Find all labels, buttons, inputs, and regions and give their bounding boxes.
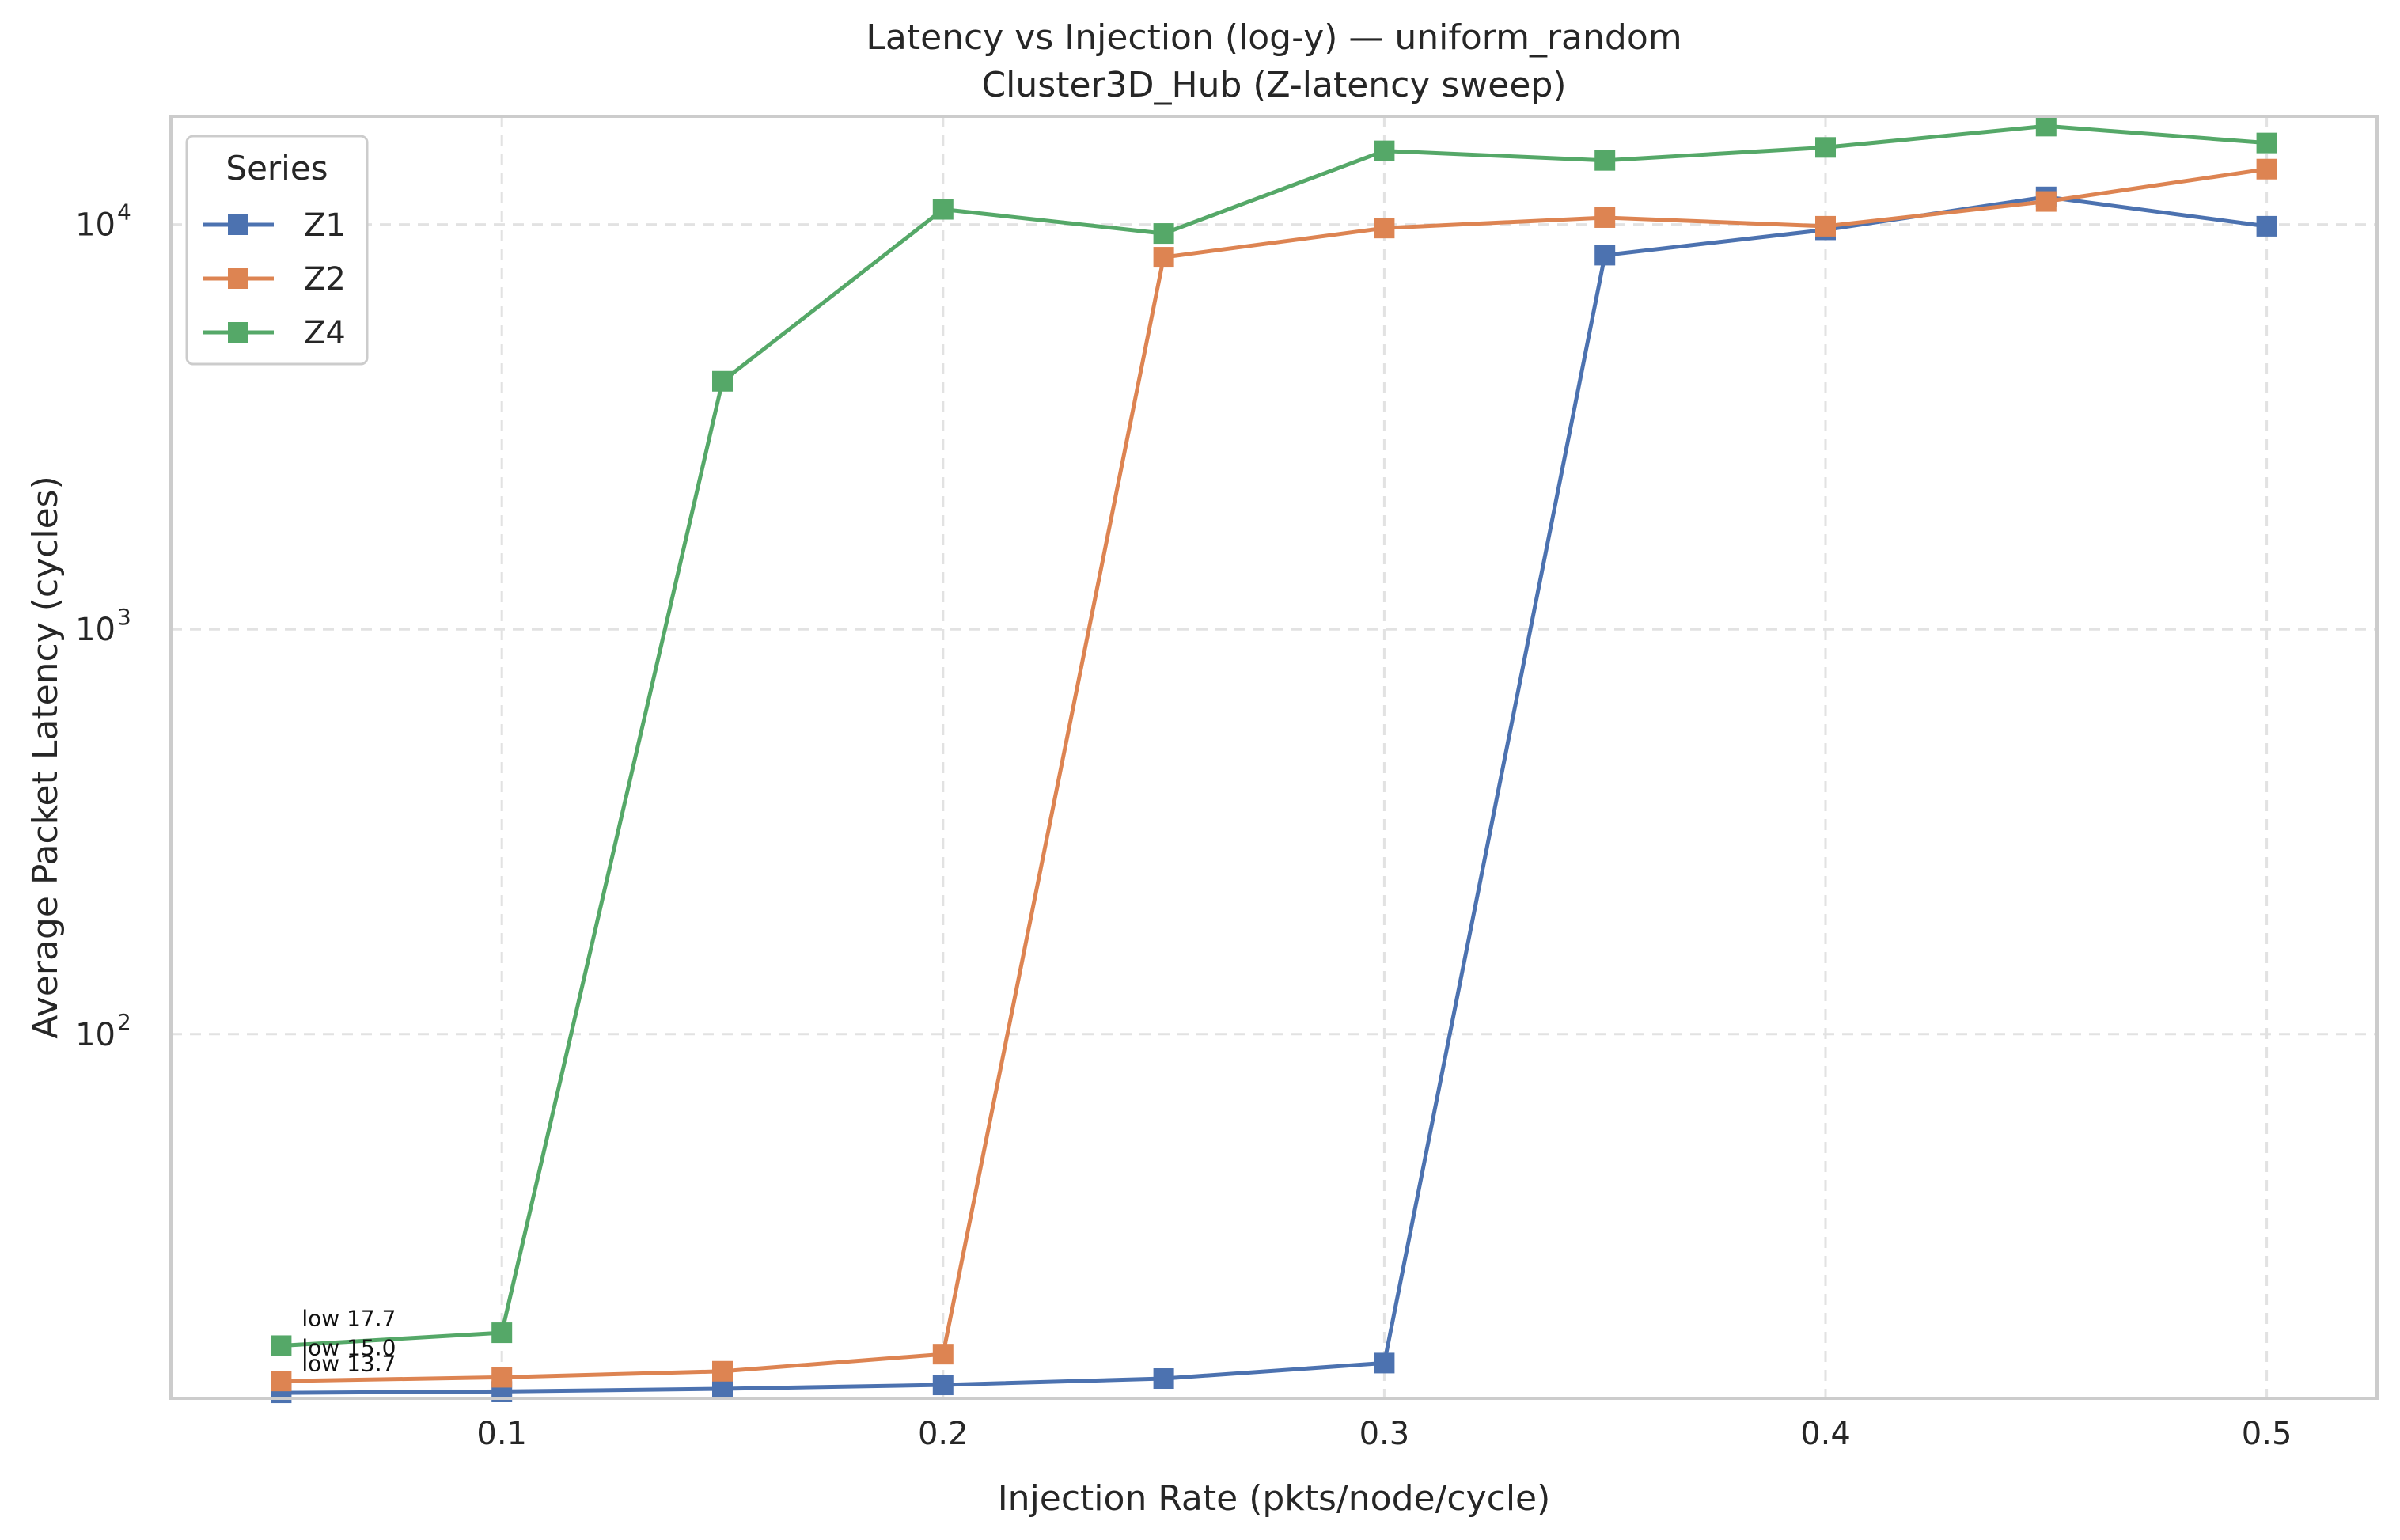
data-point: [2035, 116, 2057, 137]
legend-marker: [228, 214, 248, 235]
y-tick-label: 10: [75, 207, 116, 244]
legend-label: Z2: [304, 261, 346, 298]
data-point: [1815, 215, 1836, 237]
legend-item-z4: Z4: [203, 315, 346, 351]
y-tick-exponent: 3: [117, 604, 131, 630]
legend-item-z2: Z2: [203, 261, 346, 298]
data-point: [712, 370, 733, 392]
chart-title: Latency vs Injection (log-y) — uniform_r…: [866, 17, 1682, 58]
data-point: [1594, 207, 1616, 228]
data-point: [2256, 158, 2277, 180]
series-z1: [271, 186, 2277, 1404]
data-point: [1815, 137, 1836, 158]
data-point: [1374, 1352, 1395, 1374]
legend-marker: [228, 268, 248, 289]
data-point: [712, 1360, 733, 1382]
y-tick-exponent: 2: [117, 1009, 131, 1035]
series-z4: [271, 116, 2277, 1356]
data-point: [1374, 140, 1395, 161]
data-point: [271, 1335, 292, 1356]
x-tick-label: 0.3: [1359, 1416, 1410, 1452]
data-point: [932, 1344, 954, 1365]
x-tick-label: 0.4: [1800, 1416, 1851, 1452]
data-point: [491, 1367, 513, 1388]
y-tick-label: 10: [75, 1017, 116, 1053]
data-point: [932, 199, 954, 220]
data-point: [491, 1322, 513, 1344]
chart-subtitle: Cluster3D_Hub (Z-latency sweep): [981, 65, 1566, 105]
legend-box: [185, 135, 369, 366]
annotation-label: low 17.7: [301, 1305, 396, 1331]
x-tick-label: 0.2: [918, 1416, 969, 1452]
legend-marker: [228, 322, 248, 343]
series-z2: [271, 158, 2277, 1392]
data-point: [1594, 245, 1616, 266]
x-tick-label: 0.5: [2242, 1416, 2292, 1452]
data-point: [712, 1378, 733, 1399]
series-layer: [271, 116, 2277, 1404]
legend-label: Z1: [304, 207, 346, 244]
annotation-label: low 15.0: [301, 1334, 396, 1360]
x-tick-label: 0.1: [476, 1416, 527, 1452]
legend: Series Z1 Z2 Z4: [185, 135, 369, 366]
data-point: [1153, 247, 1174, 268]
data-point: [1594, 150, 1616, 171]
series-line: [281, 195, 2267, 1395]
plot-frame: [169, 115, 2379, 1400]
legend-title: Series: [226, 149, 328, 188]
y-tick-exponent: 4: [117, 199, 131, 226]
legend-item-z1: Z1: [203, 207, 346, 244]
y-tick-label: 10: [75, 612, 116, 648]
data-point: [1153, 223, 1174, 245]
data-point: [1153, 1368, 1174, 1390]
legend-label: Z4: [304, 315, 346, 351]
grid-lines: [171, 116, 2377, 1398]
data-point: [271, 1371, 292, 1392]
y-axis-label: Average Packet Latency (cycles): [25, 476, 66, 1038]
annotation-label: low 13.7: [301, 1350, 396, 1376]
data-point: [2256, 215, 2277, 237]
series-line: [281, 167, 2267, 1383]
data-point: [2256, 132, 2277, 154]
data-point: [1374, 218, 1395, 239]
data-point: [932, 1375, 954, 1396]
series-line: [281, 123, 2267, 1348]
x-axis-label: Injection Rate (pkts/node/cycle): [998, 1478, 1551, 1519]
data-point: [2035, 191, 2057, 212]
